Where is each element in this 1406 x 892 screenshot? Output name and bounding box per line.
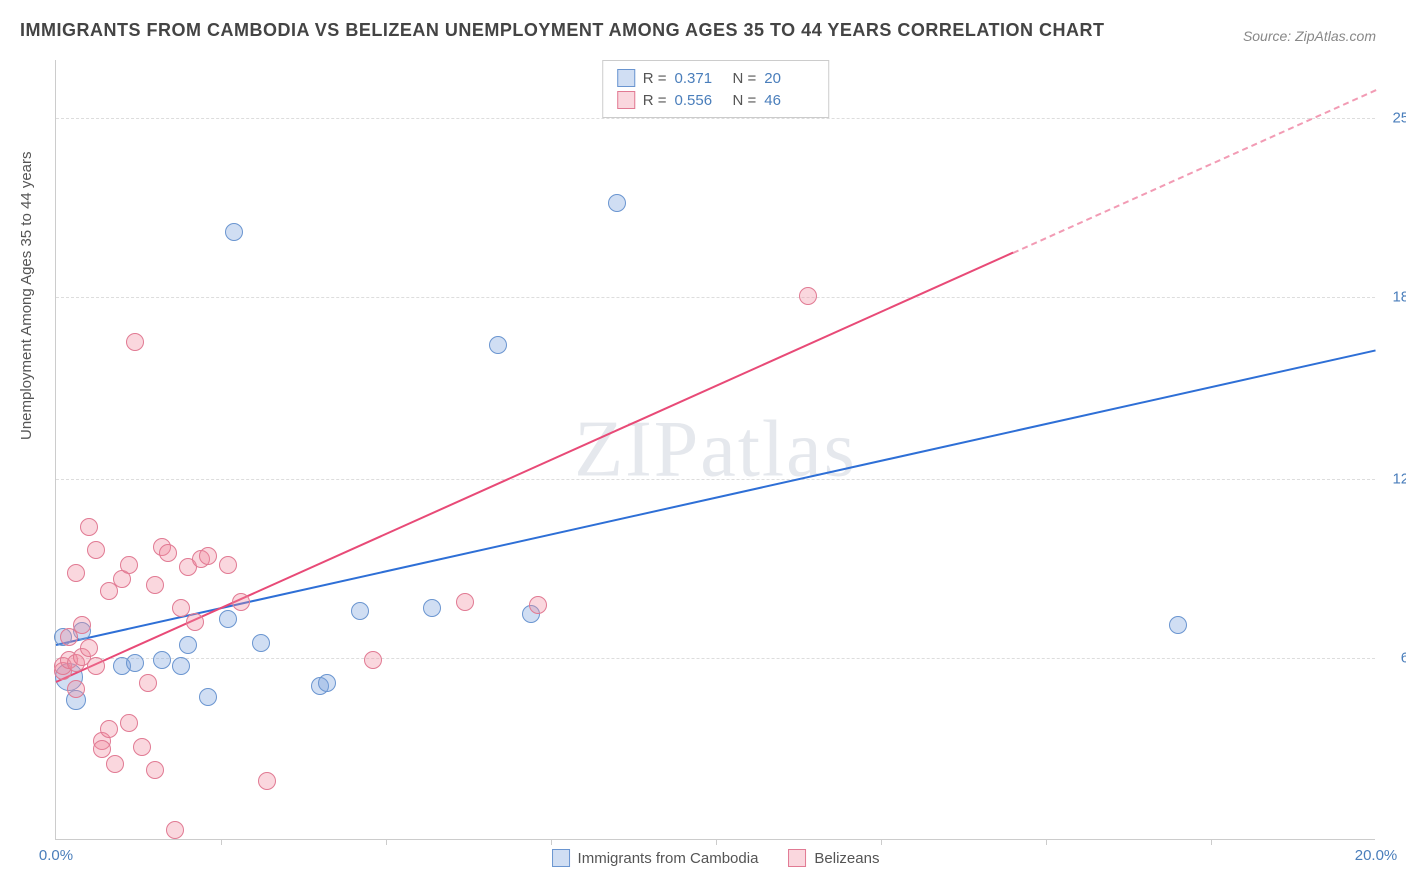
data-point bbox=[166, 821, 184, 839]
series-legend: Immigrants from Cambodia Belizeans bbox=[552, 849, 880, 867]
data-point bbox=[225, 223, 243, 241]
x-tick-label: 0.0% bbox=[39, 847, 73, 864]
source-attribution: Source: ZipAtlas.com bbox=[1243, 28, 1376, 44]
legend-item: Immigrants from Cambodia bbox=[552, 849, 759, 867]
legend-swatch bbox=[617, 69, 635, 87]
watermark: ZIPatlas bbox=[574, 404, 857, 495]
data-point bbox=[126, 333, 144, 351]
legend-r-label: R = bbox=[643, 92, 667, 109]
legend-swatch bbox=[617, 91, 635, 109]
data-point bbox=[219, 556, 237, 574]
data-point bbox=[87, 541, 105, 559]
data-point bbox=[87, 657, 105, 675]
x-tick-label: 20.0% bbox=[1355, 847, 1398, 864]
data-point bbox=[67, 680, 85, 698]
data-point bbox=[67, 564, 85, 582]
data-point bbox=[133, 738, 151, 756]
legend-row: R = 0.371 N = 20 bbox=[617, 67, 815, 89]
data-point bbox=[172, 657, 190, 675]
legend-n-label: N = bbox=[733, 92, 757, 109]
data-point bbox=[146, 761, 164, 779]
trend-line bbox=[56, 349, 1376, 646]
correlation-legend: R = 0.371 N = 20 R = 0.556 N = 46 bbox=[602, 60, 830, 118]
data-point bbox=[80, 518, 98, 536]
plot-area: ZIPatlas R =0.371N =20R =0.556N =46 Immi… bbox=[55, 60, 1375, 840]
legend-r-value: 0.371 bbox=[675, 70, 725, 87]
y-axis-label: Unemployment Among Ages 35 to 44 years bbox=[18, 151, 35, 440]
grid-line bbox=[56, 479, 1375, 480]
data-point bbox=[608, 194, 626, 212]
data-point bbox=[423, 599, 441, 617]
data-point bbox=[456, 593, 474, 611]
legend-swatch bbox=[788, 849, 806, 867]
data-point bbox=[120, 714, 138, 732]
data-point bbox=[489, 336, 507, 354]
legend-label: Belizeans bbox=[814, 850, 879, 867]
legend-r-value: 0.556 bbox=[675, 92, 725, 109]
chart-title: IMMIGRANTS FROM CAMBODIA VS BELIZEAN UNE… bbox=[20, 20, 1105, 41]
data-point bbox=[258, 772, 276, 790]
legend-r-label: R = bbox=[643, 70, 667, 87]
data-point bbox=[126, 654, 144, 672]
data-point bbox=[80, 639, 98, 657]
x-minor-tick bbox=[1211, 839, 1212, 845]
data-point bbox=[199, 688, 217, 706]
x-minor-tick bbox=[1046, 839, 1047, 845]
data-point bbox=[799, 287, 817, 305]
legend-swatch bbox=[552, 849, 570, 867]
data-point bbox=[139, 674, 157, 692]
legend-n-label: N = bbox=[733, 70, 757, 87]
data-point bbox=[106, 755, 124, 773]
y-tick-label: 25.0% bbox=[1392, 109, 1406, 126]
x-minor-tick bbox=[386, 839, 387, 845]
data-point bbox=[252, 634, 270, 652]
data-point bbox=[1169, 616, 1187, 634]
data-point bbox=[146, 576, 164, 594]
trend-line bbox=[1013, 89, 1377, 254]
data-point bbox=[199, 547, 217, 565]
grid-line bbox=[56, 118, 1375, 119]
legend-n-value: 20 bbox=[764, 70, 814, 87]
x-minor-tick bbox=[221, 839, 222, 845]
y-tick-label: 18.8% bbox=[1392, 288, 1406, 305]
legend-n-value: 46 bbox=[764, 92, 814, 109]
data-point bbox=[159, 544, 177, 562]
data-point bbox=[73, 616, 91, 634]
data-point bbox=[93, 740, 111, 758]
legend-item: Belizeans bbox=[788, 849, 879, 867]
data-point bbox=[232, 593, 250, 611]
legend-label: Immigrants from Cambodia bbox=[578, 850, 759, 867]
data-point bbox=[318, 674, 336, 692]
y-tick-label: 12.5% bbox=[1392, 470, 1406, 487]
data-point bbox=[100, 720, 118, 738]
grid-line bbox=[56, 658, 1375, 659]
y-tick-label: 6.3% bbox=[1401, 650, 1406, 667]
x-minor-tick bbox=[716, 839, 717, 845]
data-point bbox=[219, 610, 237, 628]
data-point bbox=[172, 599, 190, 617]
data-point bbox=[351, 602, 369, 620]
data-point bbox=[186, 613, 204, 631]
data-point bbox=[364, 651, 382, 669]
x-minor-tick bbox=[881, 839, 882, 845]
x-minor-tick bbox=[551, 839, 552, 845]
legend-row: R = 0.556 N = 46 bbox=[617, 89, 815, 111]
data-point bbox=[153, 651, 171, 669]
data-point bbox=[179, 636, 197, 654]
data-point bbox=[529, 596, 547, 614]
grid-line bbox=[56, 297, 1375, 298]
data-point bbox=[120, 556, 138, 574]
